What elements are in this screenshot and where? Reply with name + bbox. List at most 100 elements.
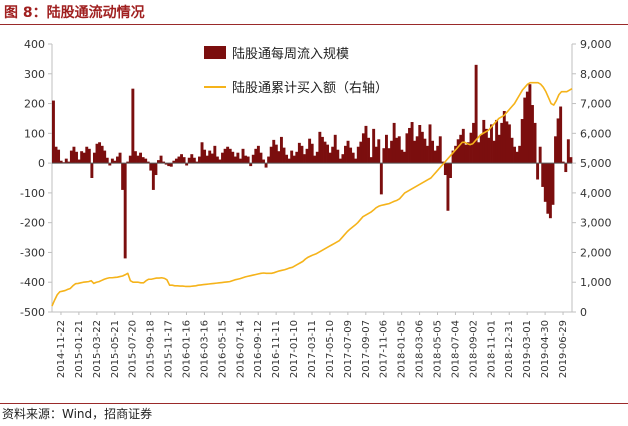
bar [436, 145, 440, 164]
bar [474, 64, 478, 164]
x-tick-label: 2016-07-14 [235, 320, 246, 378]
bar [523, 97, 527, 164]
x-axis: 2014-11-22 2015-01-21 2015-03-22 2015-05-21… [52, 311, 572, 378]
x-tick-label: 2018-01-05 [397, 320, 408, 378]
x-tick-label: 2018-03-06 [415, 320, 426, 378]
bar [351, 152, 355, 164]
bar [566, 139, 570, 164]
bar [333, 134, 337, 164]
bar [554, 136, 557, 164]
bar [359, 141, 363, 164]
bar [546, 163, 550, 214]
bar [344, 145, 347, 164]
bar [146, 161, 150, 164]
bar [221, 152, 224, 164]
bar [57, 149, 61, 164]
bar [538, 146, 542, 164]
bar [121, 163, 125, 190]
bar [541, 163, 545, 187]
x-tick-label: 2016-05-15 [217, 320, 228, 378]
x-tick-label: 2016-01-16 [181, 320, 192, 378]
bar [267, 156, 271, 164]
x-tick-label: 2018-11-01 [486, 320, 497, 378]
x-tick-label: 2017-09-07 [361, 320, 372, 378]
bar [505, 121, 509, 164]
bar [525, 91, 529, 164]
bar [136, 155, 140, 164]
bar [218, 159, 222, 164]
bar-series [52, 64, 573, 259]
figure-title: 图 8：陆股通流动情况 [4, 5, 145, 21]
x-tick-label: 2015-03-22 [92, 320, 103, 378]
bar [277, 151, 281, 164]
bar [246, 156, 250, 164]
bar [108, 163, 112, 166]
bar [454, 145, 458, 164]
bar [87, 148, 91, 164]
bar [180, 154, 183, 164]
bar [274, 144, 278, 164]
bar [92, 152, 96, 164]
bar [64, 158, 68, 164]
y-left-tick-label: 400 [24, 38, 45, 51]
y-right-tick-label: 8,000 [580, 68, 612, 81]
bar [377, 139, 381, 164]
bar [490, 124, 493, 164]
bar [195, 161, 199, 164]
x-tick-label: 2017-03-11 [307, 320, 318, 378]
y-left-tick-label: 0 [38, 157, 45, 170]
x-tick-label: 2015-11-17 [164, 320, 175, 378]
bar [303, 154, 306, 164]
bar [500, 122, 504, 164]
x-tick-label: 2019-04-30 [540, 320, 551, 378]
bar [415, 136, 419, 164]
bar [103, 150, 107, 164]
bar [361, 133, 365, 164]
x-tick-label: 2018-07-04 [450, 320, 461, 378]
bar [443, 163, 447, 176]
bar [231, 151, 235, 164]
bar [556, 118, 560, 164]
bar [502, 111, 506, 164]
bar [226, 146, 230, 164]
y-left-tick-label: 200 [24, 98, 45, 111]
bar [536, 163, 540, 180]
bar [515, 151, 519, 164]
bar [131, 88, 135, 164]
y-right-axis: 0 1,000 2,000 3,000 4,000 5,000 6,000 7,000 8,00… [571, 38, 612, 319]
bar [162, 161, 166, 164]
bar [533, 122, 537, 164]
bar [326, 144, 329, 164]
bar [52, 100, 55, 164]
y-left-tick-label: -100 [20, 187, 45, 200]
bar [449, 163, 452, 178]
legend-bar-label: 陆股通每周流入规模 [232, 46, 349, 62]
bar [285, 154, 289, 164]
y-right-tick-label: 5,000 [580, 157, 612, 170]
bar [564, 163, 568, 173]
bar [116, 156, 119, 164]
bar [341, 154, 345, 164]
bar [287, 158, 291, 164]
bar [349, 147, 353, 164]
bar [441, 161, 445, 164]
bar [405, 133, 409, 164]
bar [518, 145, 522, 164]
bar [531, 105, 534, 164]
bar [144, 158, 148, 164]
bar [367, 137, 370, 164]
bar [295, 151, 299, 164]
bar [169, 163, 173, 167]
bar [185, 163, 189, 166]
bar [118, 152, 122, 164]
bar [336, 149, 340, 164]
bar [151, 163, 155, 190]
bar [431, 140, 435, 164]
bar [149, 163, 153, 171]
bar [113, 160, 117, 164]
x-tick-label: 2016-11-11 [271, 320, 282, 378]
bar [420, 131, 424, 164]
bar [323, 141, 327, 164]
legend-bar-swatch [204, 46, 226, 59]
bar [497, 134, 501, 164]
